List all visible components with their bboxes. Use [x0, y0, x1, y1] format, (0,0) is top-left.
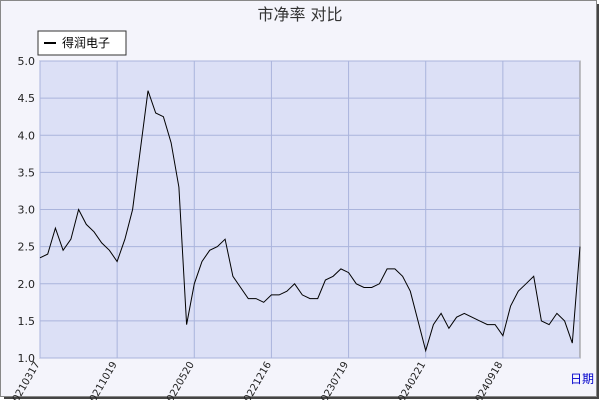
- y-tick-label: 1.0: [18, 352, 36, 365]
- y-tick-label: 1.5: [18, 315, 36, 328]
- y-tick-label: 2.0: [18, 278, 36, 291]
- y-tick-label: 4.0: [18, 129, 36, 142]
- y-tick-label: 4.5: [18, 92, 36, 105]
- line-series: [39, 90, 581, 353]
- y-tick-label: 3.0: [18, 204, 36, 217]
- y-tick-label: 3.5: [18, 166, 36, 179]
- chart-title: 市净率 对比: [257, 5, 342, 24]
- x-axis-title: 日期: [570, 372, 594, 386]
- y-tick-label: 2.5: [18, 241, 36, 254]
- y-tick-label: 5.0: [18, 55, 36, 68]
- legend-label: 得润电子: [62, 35, 110, 50]
